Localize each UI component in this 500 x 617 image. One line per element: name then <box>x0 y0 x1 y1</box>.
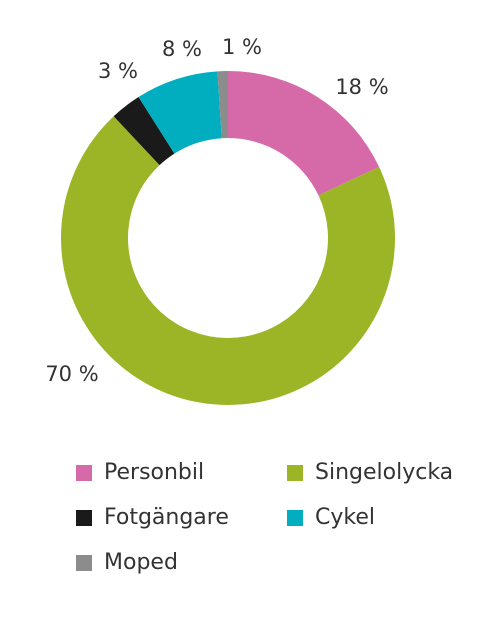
legend-swatch <box>76 510 92 526</box>
donut-slice <box>138 71 222 154</box>
donut-slice <box>228 71 380 196</box>
value-label: 70 % <box>45 362 98 386</box>
legend-swatch <box>76 555 92 571</box>
value-label: 18 % <box>335 75 388 99</box>
legend-label: Singelolycka <box>315 460 453 485</box>
legend-swatch <box>287 510 303 526</box>
legend-swatch <box>287 465 303 481</box>
value-label: 1 % <box>222 35 262 59</box>
legend-label: Moped <box>104 550 178 575</box>
value-label: 3 % <box>98 59 138 83</box>
donut-slice <box>217 71 228 139</box>
value-label: 8 % <box>162 37 202 61</box>
donut-slice <box>113 96 175 166</box>
donut-slice <box>61 116 396 405</box>
legend-label: Fotgängare <box>104 505 229 530</box>
legend-swatch <box>76 465 92 481</box>
legend-label: Personbil <box>104 460 204 485</box>
legend-label: Cykel <box>315 505 375 530</box>
